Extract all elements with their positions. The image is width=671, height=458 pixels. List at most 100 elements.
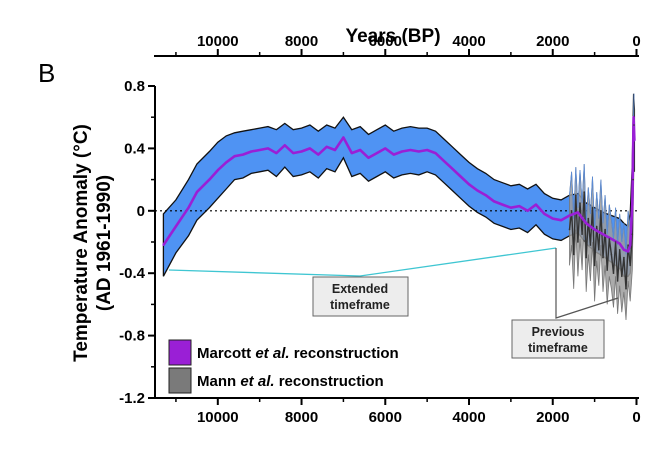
marcott-point [367, 156, 370, 159]
marcott-point [187, 206, 190, 209]
mann-point [627, 244, 629, 246]
y-tick-label: -0.4 [119, 265, 146, 282]
callout-previous-box [511, 319, 605, 359]
mann-point [606, 269, 608, 271]
legend-label-marcott: Marcott et al. reconstruction [197, 345, 399, 362]
marcott-point [551, 217, 554, 220]
mann-point [621, 275, 623, 278]
marcott-point [443, 160, 445, 162]
mann-point [608, 238, 611, 240]
mann-point [587, 217, 590, 220]
marcott-point [359, 149, 362, 151]
marcott-point [632, 116, 635, 119]
callout-extended-leader [168, 247, 557, 277]
mann-point [633, 124, 635, 126]
mann-point [604, 228, 606, 231]
y-tick-label: 0 [137, 203, 145, 220]
callout-extended-line-2: timeframe [330, 298, 390, 312]
callout-extended-box [312, 276, 409, 317]
marcott-point [342, 136, 345, 139]
marcott-point [384, 147, 387, 150]
marcott-point [602, 233, 604, 236]
x-top-tick-label: 10000 [197, 33, 239, 50]
mann-point [598, 249, 600, 251]
marcott-point [535, 203, 537, 206]
panel-label: B [38, 58, 55, 88]
x-top-tick-label: 8000 [285, 33, 318, 50]
y-tick-label: -0.8 [119, 328, 145, 345]
legend-marcott-prefix: Marcott [197, 345, 255, 362]
mann-point [579, 202, 581, 204]
mann-point [589, 244, 592, 246]
marcott-point [376, 152, 378, 155]
mann-point [600, 210, 602, 212]
mann-point [572, 253, 575, 256]
callout-previous: Previous timeframe [511, 248, 619, 359]
y-tick-label: 0.8 [124, 78, 145, 95]
marcott-point [250, 150, 253, 153]
x-top-tick-label: 0 [632, 33, 640, 50]
mann-upper-bound-line [569, 93, 635, 255]
mann-point [614, 241, 617, 243]
marcott-point [468, 183, 470, 186]
x-bottom-tick-label: 0 [632, 409, 640, 426]
mann-point [602, 256, 604, 259]
mann-point [612, 272, 615, 275]
marcott-point [526, 209, 529, 212]
marcott-point [208, 178, 211, 181]
mann-point [616, 280, 619, 282]
x-bottom-tick-label: 6000 [369, 409, 402, 426]
marcott-point [392, 153, 395, 156]
x-bottom-tick-label: 8000 [285, 409, 318, 426]
marcott-point [501, 203, 504, 206]
marcott-point [568, 214, 571, 217]
mann-point [568, 228, 571, 231]
marcott-point [631, 203, 634, 206]
callout-extended: Extended timeframe [168, 247, 557, 317]
series-lines [162, 93, 636, 321]
marcott-point [175, 225, 177, 228]
marcott-point [309, 147, 311, 150]
marcott-point [216, 169, 219, 172]
mann-point [593, 264, 596, 267]
marcott-point [409, 149, 412, 151]
marcott-point [292, 152, 295, 155]
marcott-point [434, 152, 437, 155]
y-tick-label: -1.2 [119, 390, 145, 407]
marcott-point [275, 152, 278, 155]
marcott-uncertainty-band [162, 93, 636, 277]
mann-point [631, 233, 634, 235]
x-top-tick-label: 6000 [369, 33, 402, 50]
uncertainty-bands [162, 93, 636, 277]
marcott-point [518, 205, 521, 208]
mann-point [577, 241, 579, 243]
x-bottom-tick-label: 10000 [197, 409, 239, 426]
marcott-point [629, 244, 632, 247]
axes: -1.2 -0.8 -0.4 0 0.4 0.8 10000 10000 8000 8000 600… [119, 33, 641, 426]
legend-marcott-italic: et al. [255, 345, 289, 362]
marcott-point [593, 228, 596, 231]
marcott-point [484, 194, 487, 197]
marcott-point [476, 189, 479, 192]
marcott-point [334, 149, 336, 151]
marcott-point [233, 155, 236, 158]
legend-marcott-suffix: reconstruction [290, 345, 399, 362]
mann-point [585, 256, 587, 259]
marcott-point [426, 149, 428, 151]
marcott-point [267, 147, 269, 150]
marcott-point [577, 211, 579, 214]
mann-point [581, 233, 583, 235]
legend-label-mann: Mann et al. reconstruction [197, 373, 384, 390]
marcott-point [258, 149, 261, 151]
marcott-point [317, 153, 320, 156]
marcott-point [618, 242, 621, 245]
top-axis-title: Years (BP) [345, 26, 440, 47]
marcott-point [283, 144, 286, 147]
marcott-point [610, 238, 613, 240]
marcott-point [242, 153, 244, 156]
legend-swatch-marcott [168, 339, 192, 366]
x-bottom-tick-label: 2000 [536, 409, 569, 426]
mann-point [591, 206, 594, 209]
mann-point [632, 178, 634, 181]
